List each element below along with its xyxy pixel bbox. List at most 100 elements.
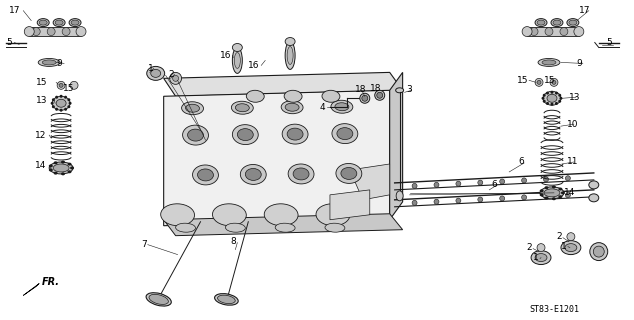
Ellipse shape (264, 204, 298, 226)
Ellipse shape (38, 59, 60, 67)
Ellipse shape (559, 195, 562, 198)
Circle shape (559, 100, 561, 103)
Text: 16: 16 (249, 61, 260, 70)
Circle shape (522, 178, 527, 183)
Ellipse shape (67, 170, 72, 173)
Circle shape (566, 193, 571, 198)
Ellipse shape (49, 162, 73, 174)
Ellipse shape (551, 19, 563, 27)
Circle shape (545, 28, 553, 36)
Ellipse shape (540, 189, 544, 192)
Circle shape (55, 96, 58, 99)
Circle shape (546, 102, 549, 105)
Ellipse shape (285, 37, 295, 45)
Ellipse shape (49, 164, 53, 167)
Circle shape (543, 94, 546, 97)
Circle shape (412, 183, 417, 188)
Text: 6: 6 (491, 180, 497, 189)
Circle shape (478, 180, 482, 185)
Circle shape (550, 78, 558, 86)
Ellipse shape (53, 19, 65, 27)
Circle shape (543, 194, 548, 199)
Circle shape (500, 179, 505, 184)
Ellipse shape (71, 20, 79, 25)
Ellipse shape (70, 166, 74, 170)
Ellipse shape (53, 164, 69, 172)
Ellipse shape (233, 44, 242, 52)
Ellipse shape (237, 129, 253, 140)
Text: 16: 16 (221, 51, 232, 60)
Ellipse shape (288, 164, 314, 184)
Polygon shape (29, 27, 81, 36)
Polygon shape (330, 190, 370, 220)
Ellipse shape (61, 161, 65, 164)
Ellipse shape (247, 90, 264, 102)
Circle shape (555, 92, 558, 95)
Ellipse shape (146, 293, 171, 306)
Circle shape (559, 94, 561, 97)
Circle shape (567, 233, 575, 241)
Text: 9: 9 (577, 59, 583, 68)
Ellipse shape (214, 294, 238, 305)
Text: 11: 11 (567, 157, 578, 166)
Ellipse shape (281, 101, 303, 114)
Ellipse shape (284, 90, 302, 102)
Ellipse shape (146, 67, 165, 80)
Circle shape (522, 27, 532, 36)
Circle shape (412, 200, 417, 205)
Text: 18: 18 (355, 85, 366, 94)
Ellipse shape (287, 46, 293, 64)
Ellipse shape (52, 96, 70, 110)
Ellipse shape (235, 52, 240, 68)
Text: 13: 13 (569, 93, 580, 102)
Polygon shape (527, 27, 579, 36)
Ellipse shape (316, 204, 350, 226)
Ellipse shape (540, 187, 564, 199)
Text: 2: 2 (526, 243, 532, 252)
Circle shape (555, 102, 558, 105)
Ellipse shape (553, 20, 561, 25)
Text: 15: 15 (544, 76, 555, 85)
Circle shape (64, 96, 67, 99)
Ellipse shape (181, 102, 204, 115)
Polygon shape (164, 72, 403, 96)
Ellipse shape (193, 165, 219, 185)
Ellipse shape (233, 125, 258, 145)
Ellipse shape (56, 99, 66, 107)
Ellipse shape (543, 91, 561, 105)
Ellipse shape (285, 103, 299, 111)
Ellipse shape (545, 196, 548, 200)
Text: 5: 5 (607, 38, 612, 47)
Ellipse shape (547, 94, 557, 102)
Ellipse shape (55, 20, 63, 25)
Circle shape (543, 177, 548, 182)
Circle shape (59, 83, 63, 87)
Text: 8: 8 (230, 237, 236, 246)
Ellipse shape (565, 244, 577, 252)
Ellipse shape (341, 167, 357, 180)
Ellipse shape (559, 188, 562, 190)
Circle shape (170, 72, 181, 84)
Text: 5: 5 (6, 38, 12, 47)
Ellipse shape (332, 124, 358, 144)
Circle shape (535, 78, 543, 86)
Ellipse shape (217, 295, 235, 304)
Text: 7: 7 (141, 240, 146, 249)
Text: 1: 1 (533, 253, 539, 262)
Circle shape (434, 182, 439, 187)
Circle shape (64, 108, 67, 111)
Ellipse shape (285, 42, 295, 69)
Ellipse shape (322, 90, 340, 102)
Ellipse shape (198, 169, 214, 181)
Circle shape (550, 103, 553, 106)
Circle shape (52, 98, 55, 101)
Text: 6: 6 (518, 157, 524, 166)
Circle shape (377, 92, 383, 98)
Circle shape (537, 80, 541, 84)
Text: 1: 1 (148, 64, 153, 73)
Circle shape (478, 197, 482, 202)
Text: 18: 18 (370, 84, 381, 93)
Polygon shape (23, 284, 39, 295)
Text: 14: 14 (36, 162, 47, 171)
Ellipse shape (589, 181, 598, 189)
